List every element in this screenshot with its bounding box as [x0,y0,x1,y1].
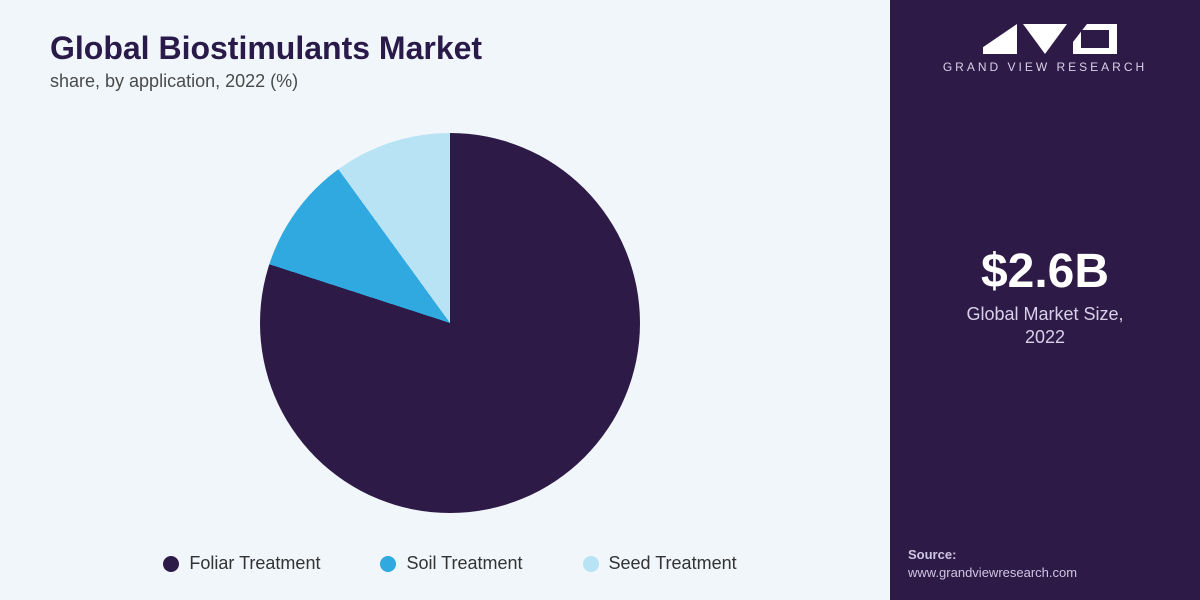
sidebar: GRAND VIEW RESEARCH $2.6B Global Market … [890,0,1200,600]
legend-swatch [583,556,599,572]
stat-label: Global Market Size, 2022 [966,303,1123,350]
brand-logo: GRAND VIEW RESEARCH [943,24,1147,74]
chart-panel: Global Biostimulants Market share, by ap… [0,0,890,600]
brand-logo-icon [973,24,1117,54]
source-label: Source: [908,547,956,562]
stat-value: $2.6B [966,244,1123,299]
chart-subtitle: share, by application, 2022 (%) [50,71,850,92]
legend-label: Seed Treatment [609,553,737,574]
market-size-stat: $2.6B Global Market Size, 2022 [966,244,1123,350]
source-url: www.grandviewresearch.com [908,565,1077,580]
brand-name: GRAND VIEW RESEARCH [943,60,1147,74]
legend-swatch [163,556,179,572]
source-citation: Source: www.grandviewresearch.com [908,546,1182,582]
pie-chart [260,133,640,513]
legend-swatch [380,556,396,572]
legend-item: Seed Treatment [583,553,737,574]
legend-item: Foliar Treatment [163,553,320,574]
pie-chart-container [50,102,850,543]
legend-label: Foliar Treatment [189,553,320,574]
legend-item: Soil Treatment [380,553,522,574]
chart-title: Global Biostimulants Market [50,30,850,67]
legend: Foliar Treatment Soil Treatment Seed Treat… [50,543,850,580]
legend-label: Soil Treatment [406,553,522,574]
